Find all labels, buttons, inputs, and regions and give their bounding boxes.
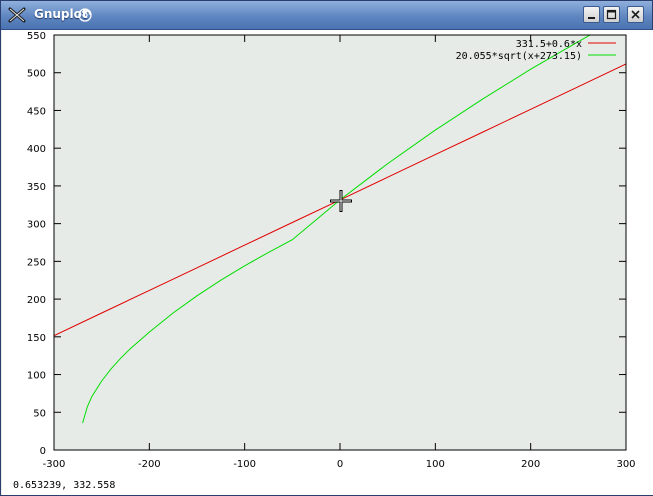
- y-tick-label: 300: [27, 220, 46, 231]
- x-tick-label: -300: [43, 459, 66, 470]
- y-tick-label: 150: [27, 333, 46, 344]
- y-tick-label: 0: [40, 446, 46, 457]
- y-tick-label: 500: [27, 69, 46, 80]
- maximize-button[interactable]: [603, 6, 620, 23]
- y-tick-label: 550: [27, 31, 46, 42]
- plot-canvas[interactable]: 0 50 100 150 200 250 300 350 400 450 500 550 -300 -20…: [2, 30, 653, 495]
- y-tick-label: 100: [27, 371, 46, 382]
- mouse-coordinates-status: 0.653239, 332.558: [13, 480, 116, 491]
- y-tick-label: 350: [27, 182, 46, 193]
- x-tick-label: 200: [521, 459, 540, 470]
- plot-area-container[interactable]: 0 50 100 150 200 250 300 350 400 450 500 550 -300 -20…: [2, 30, 653, 495]
- close-icon: [631, 10, 640, 19]
- y-tick-label: 200: [27, 295, 46, 306]
- y-tick-label: 50: [33, 408, 46, 419]
- y-tick-label: 450: [27, 106, 46, 117]
- legend-label-2: 20.055*sqrt(x+273.15): [456, 51, 582, 62]
- x-tick-label: 100: [426, 459, 445, 470]
- y-tick-label: 400: [27, 144, 46, 155]
- x-tick-label: -200: [138, 459, 161, 470]
- legend-label-1: 331.5+0.6*x: [516, 39, 582, 50]
- plot-background: [54, 35, 626, 450]
- close-button[interactable]: [627, 6, 644, 23]
- gnuplot-app-icon[interactable]: [8, 6, 26, 24]
- swirl-icon: [78, 8, 92, 22]
- x-tick-label: 300: [616, 459, 635, 470]
- y-tick-label: 250: [27, 257, 46, 268]
- maximize-icon: [606, 9, 617, 20]
- title-bar[interactable]: Gnuplot: [1, 1, 652, 30]
- minimize-button[interactable]: [583, 6, 600, 23]
- window-title: Gnuplot: [34, 7, 88, 21]
- series-line-2: [82, 35, 592, 424]
- x-tick-label: -100: [233, 459, 256, 470]
- crosshair-cursor-inner: [331, 191, 351, 211]
- minimize-icon: [588, 17, 595, 19]
- x-tick-label: 0: [337, 459, 343, 470]
